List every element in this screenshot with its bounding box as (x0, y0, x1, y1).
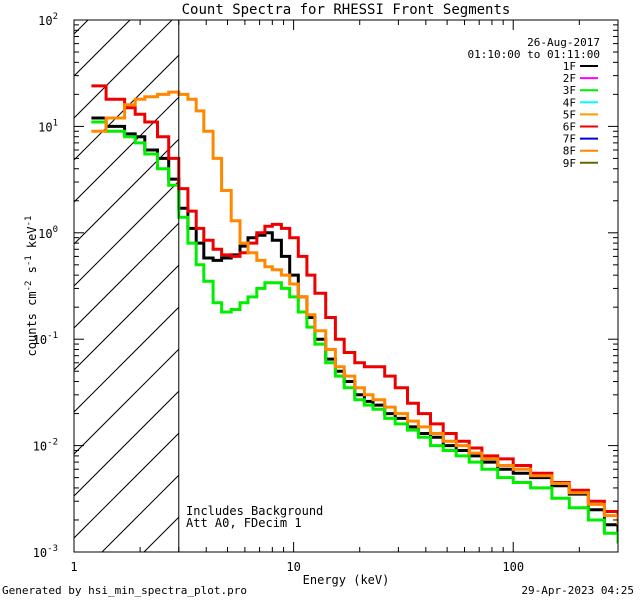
hatch-line-7 (74, 180, 179, 287)
y-tick-exponent: 2 (53, 12, 58, 22)
legend-time-range: 01:10:00 to 01:11:00 (468, 48, 600, 61)
series-line-6f (91, 84, 618, 520)
series-line-3f (91, 120, 618, 544)
legend-label-4f: 4F (563, 96, 576, 109)
hatch-line-9 (74, 264, 179, 371)
footer-generated-by: Generated by hsi_min_spectra_plot.pro (2, 584, 247, 597)
y-tick-base: 10 (33, 440, 47, 454)
hatch-line-11 (74, 348, 179, 455)
legend-label-8f: 8F (563, 145, 576, 158)
y-tick-label: 10-3 (33, 544, 58, 560)
chart-title: Count Spectra for RHESSI Front Segments (182, 2, 511, 18)
hatch-line-8 (74, 222, 179, 329)
hatch-line-6 (74, 138, 179, 245)
hatch-line-14 (101, 474, 179, 552)
y-tick-label: 101 (38, 118, 58, 134)
series-line-1f (91, 116, 618, 534)
x-tick-label: 10 (286, 560, 300, 574)
y-tick-base: 10 (33, 333, 47, 347)
annotation-background: Includes Background (186, 504, 323, 518)
y-tick-base: 10 (38, 227, 52, 241)
hatched-region (74, 20, 179, 552)
legend-date: 26-Aug-2017 (527, 36, 600, 49)
y-tick-label: 10-2 (33, 438, 58, 454)
x-tick-label: 1 (70, 560, 77, 574)
y-tick-exponent: 1 (53, 118, 58, 128)
y-tick-label: 102 (38, 12, 58, 28)
y-tick-base: 10 (33, 546, 47, 560)
legend-label-3f: 3F (563, 84, 576, 97)
legend-label-5f: 5F (563, 108, 576, 121)
hatch-line-13 (74, 432, 179, 539)
x-axis-label: Energy (keV) (303, 573, 390, 587)
x-tick-label: 100 (502, 560, 524, 574)
annotation-attenuator: Att A0, FDecim 1 (186, 516, 302, 530)
y-tick-exponent: 0 (53, 225, 58, 235)
footer-timestamp: 29-Apr-2023 04:25 (521, 584, 634, 597)
y-tick-exponent: -2 (47, 438, 58, 448)
y-tick-base: 10 (38, 120, 52, 134)
hatch-line-5 (74, 96, 179, 203)
y-axis-label: counts cm-2 s-1 keV-1 (24, 216, 39, 357)
y-tick-exponent: -3 (47, 544, 58, 554)
y-tick-base: 10 (38, 14, 52, 28)
y-tick-exponent: -1 (47, 331, 58, 341)
legend-label-1f: 1F (563, 60, 576, 73)
legend-label-9f: 9F (563, 157, 576, 170)
hatch-line-12 (74, 390, 179, 497)
hatch-line-1 (74, 20, 89, 35)
legend-label-6f: 6F (563, 121, 576, 134)
y-tick-label: 10-1 (33, 331, 58, 347)
y-tick-label: 100 (38, 225, 58, 241)
plot-frame (73, 19, 619, 553)
legend-label-2f: 2F (563, 72, 576, 85)
hatch-line-4 (74, 54, 179, 161)
legend-label-7f: 7F (563, 133, 576, 146)
